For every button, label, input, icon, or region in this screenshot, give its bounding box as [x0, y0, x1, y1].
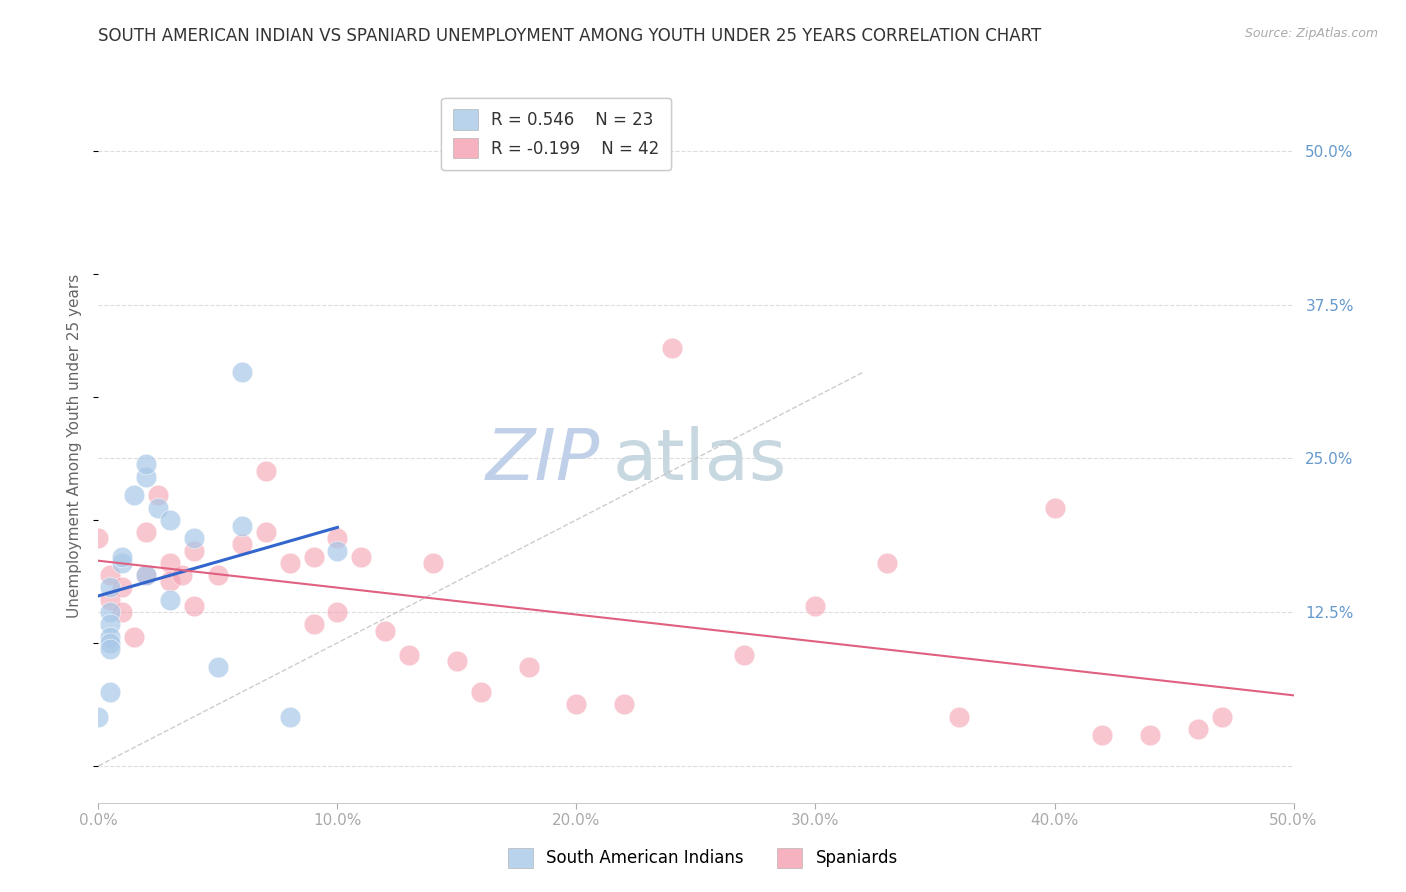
Point: [207, 660, 229, 674]
Point: [1187, 722, 1209, 736]
Point: [1091, 728, 1114, 742]
Legend: R = 0.546    N = 23, R = -0.199    N = 42: R = 0.546 N = 23, R = -0.199 N = 42: [441, 97, 671, 169]
Point: [231, 365, 253, 379]
Point: [374, 624, 396, 638]
Point: [124, 488, 146, 502]
Point: [1211, 709, 1233, 723]
Point: [804, 599, 827, 613]
Point: [135, 568, 157, 582]
Point: [148, 500, 170, 515]
Point: [565, 698, 588, 712]
Point: [422, 556, 444, 570]
Point: [98, 581, 122, 595]
Point: [278, 556, 301, 570]
Point: [111, 549, 134, 564]
Point: [661, 341, 683, 355]
Legend: South American Indians, Spaniards: South American Indians, Spaniards: [502, 841, 904, 875]
Text: Source: ZipAtlas.com: Source: ZipAtlas.com: [1244, 27, 1378, 40]
Point: [159, 556, 181, 570]
Point: [1043, 500, 1066, 515]
Y-axis label: Unemployment Among Youth under 25 years: Unemployment Among Youth under 25 years: [67, 274, 83, 618]
Point: [326, 543, 349, 558]
Point: [183, 543, 205, 558]
Point: [87, 531, 110, 545]
Text: atlas: atlas: [613, 425, 787, 495]
Point: [254, 464, 277, 478]
Point: [111, 605, 134, 619]
Point: [135, 458, 157, 472]
Point: [98, 630, 122, 644]
Point: [876, 556, 898, 570]
Text: ZIP: ZIP: [486, 425, 600, 495]
Point: [733, 648, 755, 662]
Point: [1139, 728, 1161, 742]
Point: [302, 549, 325, 564]
Point: [124, 630, 146, 644]
Point: [98, 605, 122, 619]
Point: [231, 519, 253, 533]
Point: [172, 568, 194, 582]
Point: [278, 709, 301, 723]
Point: [111, 581, 134, 595]
Text: SOUTH AMERICAN INDIAN VS SPANIARD UNEMPLOYMENT AMONG YOUTH UNDER 25 YEARS CORREL: SOUTH AMERICAN INDIAN VS SPANIARD UNEMPL…: [98, 27, 1042, 45]
Point: [98, 592, 122, 607]
Point: [87, 709, 110, 723]
Point: [183, 599, 205, 613]
Point: [183, 531, 205, 545]
Point: [135, 469, 157, 483]
Point: [98, 685, 122, 699]
Point: [159, 513, 181, 527]
Point: [446, 654, 468, 668]
Point: [350, 549, 373, 564]
Point: [302, 617, 325, 632]
Point: [207, 568, 229, 582]
Point: [159, 574, 181, 589]
Point: [948, 709, 970, 723]
Point: [135, 568, 157, 582]
Point: [326, 605, 349, 619]
Point: [159, 592, 181, 607]
Point: [613, 698, 636, 712]
Point: [470, 685, 492, 699]
Point: [254, 525, 277, 540]
Point: [326, 531, 349, 545]
Point: [135, 525, 157, 540]
Point: [517, 660, 540, 674]
Point: [98, 642, 122, 657]
Point: [98, 568, 122, 582]
Point: [231, 537, 253, 551]
Point: [111, 556, 134, 570]
Point: [148, 488, 170, 502]
Point: [98, 617, 122, 632]
Point: [98, 636, 122, 650]
Point: [398, 648, 420, 662]
